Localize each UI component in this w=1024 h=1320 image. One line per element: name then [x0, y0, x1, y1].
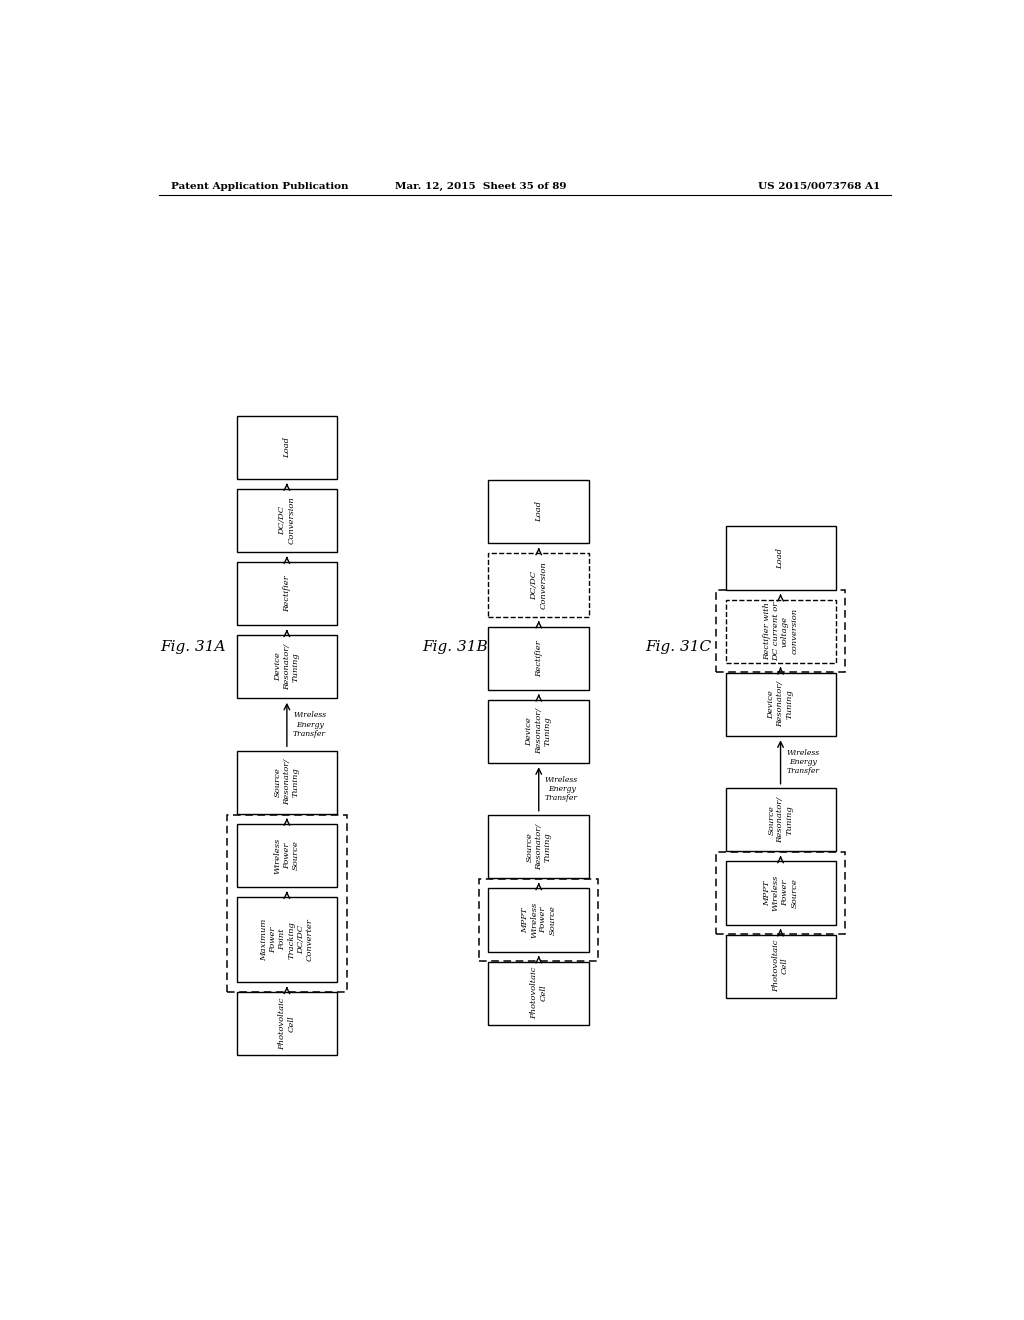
Text: Photovoltaic
Cell: Photovoltaic Cell: [772, 940, 790, 993]
Text: Rectifier with
DC current or
voltage
conversion: Rectifier with DC current or voltage con…: [763, 602, 799, 661]
Bar: [488, 961, 589, 1024]
Text: MPPT
Wireless
Power
Source: MPPT Wireless Power Source: [763, 875, 799, 911]
Bar: [726, 788, 836, 851]
Bar: [488, 627, 589, 689]
Bar: [488, 553, 589, 616]
Text: Patent Application Publication: Patent Application Publication: [171, 182, 348, 190]
Text: Rectifier: Rectifier: [535, 640, 543, 677]
Text: Source
Resonator/
Tuning: Source Resonator/ Tuning: [525, 824, 552, 870]
Text: DC/DC
Conversion: DC/DC Conversion: [530, 561, 548, 609]
Text: Load: Load: [283, 437, 291, 458]
Bar: [488, 816, 589, 878]
Text: Wireless
Energy
Transfer: Wireless Energy Transfer: [786, 748, 820, 775]
Text: DC/DC
Conversion: DC/DC Conversion: [279, 496, 296, 544]
Bar: [488, 480, 589, 544]
Bar: [237, 824, 337, 887]
Bar: [237, 635, 337, 698]
Text: Wireless
Energy
Transfer: Wireless Energy Transfer: [293, 711, 327, 738]
Bar: [237, 898, 337, 982]
Text: Device
Resonator/
Tuning: Device Resonator/ Tuning: [273, 644, 300, 690]
Text: US 2015/0073768 A1: US 2015/0073768 A1: [758, 182, 880, 190]
Bar: [488, 888, 589, 952]
Bar: [237, 993, 337, 1056]
Text: Source
Resonator/
Tuning: Source Resonator/ Tuning: [273, 759, 300, 805]
Text: Fig. 31B: Fig. 31B: [423, 640, 488, 655]
Text: Device
Resonator/
Tuning: Device Resonator/ Tuning: [767, 681, 794, 727]
Text: Fig. 31A: Fig. 31A: [161, 640, 226, 655]
Text: Fig. 31C: Fig. 31C: [646, 640, 712, 655]
Text: Wireless
Energy
Transfer: Wireless Energy Transfer: [545, 776, 579, 803]
Bar: [237, 562, 337, 626]
Bar: [716, 853, 845, 933]
Text: Source
Resonator/
Tuning: Source Resonator/ Tuning: [767, 797, 794, 843]
Text: Load: Load: [535, 502, 543, 523]
Text: Device
Resonator/
Tuning: Device Resonator/ Tuning: [525, 709, 552, 754]
Bar: [726, 673, 836, 737]
Bar: [237, 416, 337, 479]
Text: MPPT
Wireless
Power
Source: MPPT Wireless Power Source: [521, 902, 557, 939]
Text: Maximum
Power
Point
Tracking
DC/DC
Converter: Maximum Power Point Tracking DC/DC Conve…: [260, 919, 314, 961]
Text: Photovoltaic
Cell: Photovoltaic Cell: [530, 966, 548, 1019]
Text: Rectifier: Rectifier: [283, 576, 291, 612]
Bar: [726, 935, 836, 998]
Text: Mar. 12, 2015  Sheet 35 of 89: Mar. 12, 2015 Sheet 35 of 89: [395, 182, 566, 190]
Bar: [726, 862, 836, 924]
Bar: [726, 527, 836, 590]
Text: Load: Load: [776, 548, 784, 569]
Bar: [716, 590, 845, 672]
Text: Photovoltaic
Cell: Photovoltaic Cell: [279, 998, 296, 1051]
Bar: [726, 599, 836, 663]
Bar: [227, 814, 346, 991]
Text: Wireless
Power
Source: Wireless Power Source: [273, 837, 300, 874]
Bar: [488, 700, 589, 763]
Bar: [479, 879, 598, 961]
Bar: [237, 488, 337, 552]
Bar: [237, 751, 337, 814]
